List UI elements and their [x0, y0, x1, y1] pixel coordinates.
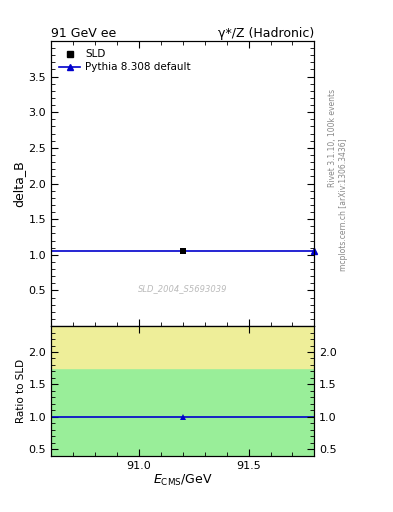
Y-axis label: Ratio to SLD: Ratio to SLD — [16, 359, 26, 423]
Text: 91 GeV ee: 91 GeV ee — [51, 27, 116, 40]
Bar — [51, 368, 314, 456]
Legend: SLD, Pythia 8.308 default: SLD, Pythia 8.308 default — [56, 46, 194, 76]
Text: γ*/Z (Hadronic): γ*/Z (Hadronic) — [218, 27, 314, 40]
Text: Rivet 3.1.10, 100k events: Rivet 3.1.10, 100k events — [328, 89, 337, 187]
X-axis label: $E_\mathrm{CMS}$/GeV: $E_\mathrm{CMS}$/GeV — [153, 473, 213, 488]
Text: SLD_2004_S5693039: SLD_2004_S5693039 — [138, 285, 228, 293]
Bar — [51, 326, 314, 368]
Text: mcplots.cern.ch [arXiv:1306.3436]: mcplots.cern.ch [arXiv:1306.3436] — [339, 138, 348, 271]
Y-axis label: delta_B: delta_B — [13, 160, 26, 207]
